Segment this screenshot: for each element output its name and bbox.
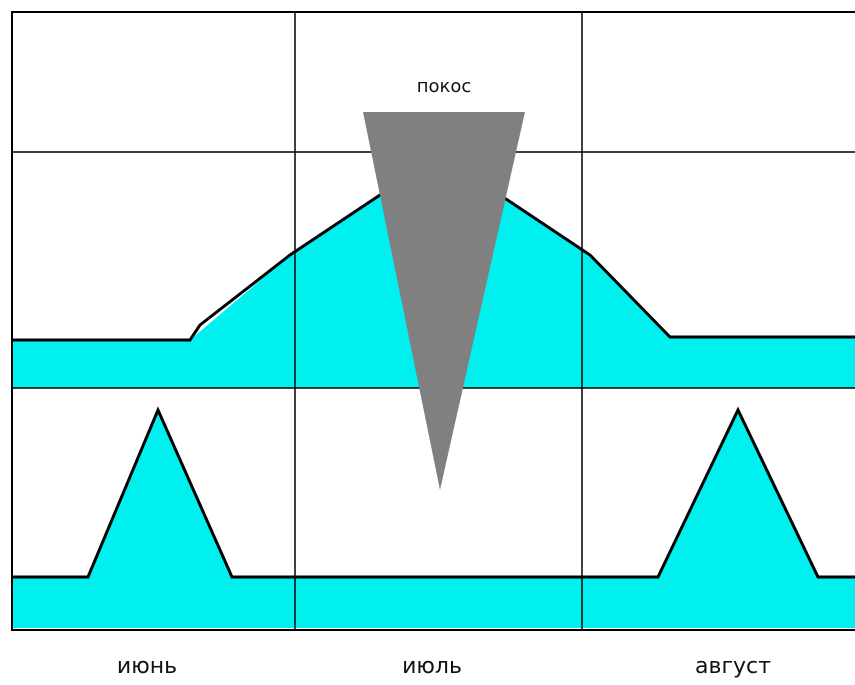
mowing-label: покос [417, 76, 472, 97]
month-label-july: июль [402, 654, 462, 679]
lower-curve-line [13, 406, 855, 579]
diagram-frame [11, 11, 855, 631]
lower-curve-fill [13, 410, 855, 628]
month-label-june: июнь [117, 654, 177, 679]
mowing-triangle [363, 112, 525, 490]
month-label-august: август [695, 654, 771, 679]
